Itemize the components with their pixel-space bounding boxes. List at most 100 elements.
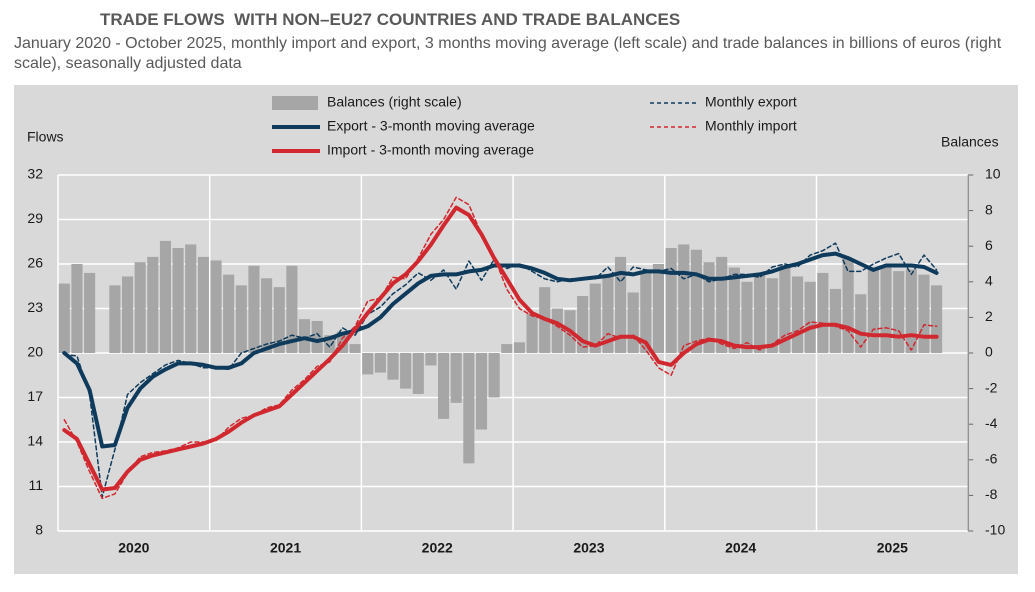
bar [71, 264, 83, 353]
y2-axis-label: Balances [941, 134, 999, 150]
bar [526, 313, 538, 353]
bar [273, 287, 285, 353]
bar [475, 353, 488, 430]
y-tick-label: 11 [28, 477, 43, 493]
y2-tick-label: 10 [985, 166, 1001, 182]
bar [400, 353, 412, 389]
bar [147, 256, 159, 353]
bar [324, 335, 336, 353]
x-tick-label: 2025 [877, 540, 908, 556]
legend-swatch [272, 96, 318, 110]
y-tick-label: 26 [27, 255, 43, 271]
bar [690, 249, 702, 353]
x-tick-label: 2023 [573, 540, 604, 556]
chart-title: TRADE FLOWS WITH NON–EU27 COUNTRIES AND … [100, 10, 681, 29]
legend-label: Monthly import [705, 118, 797, 134]
bar [829, 288, 842, 353]
bar [602, 274, 614, 353]
legend-label: Balances (right scale) [327, 94, 462, 110]
bar [463, 353, 475, 464]
y2-tick-label: 6 [985, 237, 993, 253]
bar [235, 285, 247, 353]
bar [779, 265, 791, 353]
y2-tick-label: -6 [985, 451, 998, 467]
bar [311, 320, 323, 353]
legend-label: Import - 3-month moving average [327, 142, 534, 158]
y2-tick-label: -4 [985, 415, 998, 431]
bar [893, 271, 905, 353]
bar [223, 274, 235, 353]
y-tick-label: 29 [27, 210, 43, 226]
bar [577, 296, 589, 353]
y2-tick-label: 8 [985, 201, 993, 217]
bar [387, 353, 399, 380]
y2-tick-label: -8 [985, 486, 998, 502]
y-axis-label: Flows [27, 129, 64, 145]
bar [501, 344, 513, 353]
bar [867, 269, 879, 353]
bar [918, 274, 930, 353]
y-tick-label: 20 [27, 344, 43, 360]
bar [842, 258, 854, 353]
bar [84, 272, 96, 353]
bar [640, 271, 652, 353]
bar [665, 247, 677, 353]
bar [58, 283, 70, 353]
bar [855, 294, 867, 353]
bar [754, 272, 766, 353]
bar [298, 319, 311, 353]
bar [121, 276, 134, 353]
bar [450, 353, 462, 403]
legend-label: Export - 3-month moving average [327, 118, 535, 134]
bar [880, 267, 892, 353]
x-tick-label: 2020 [118, 540, 149, 556]
y2-tick-label: 4 [985, 273, 993, 289]
bar [614, 256, 627, 353]
bar [248, 265, 260, 353]
bar [425, 353, 437, 366]
bar [703, 262, 715, 353]
bar [817, 272, 829, 353]
bar [286, 265, 298, 353]
bar [172, 247, 184, 353]
bar [197, 256, 209, 353]
bar [210, 260, 222, 353]
bar [488, 353, 500, 398]
y-tick-label: 32 [27, 166, 43, 182]
bar [766, 278, 778, 353]
bar [716, 256, 728, 353]
bar [349, 344, 361, 353]
bar [185, 244, 197, 353]
bar [804, 281, 816, 353]
chart-subtitle: January 2020 - October 2025, monthly imp… [14, 35, 1002, 72]
bar [678, 244, 690, 353]
line [62, 205, 939, 492]
y2-tick-label: 0 [985, 344, 993, 360]
y-tick-label: 17 [27, 388, 43, 404]
bar [109, 285, 121, 353]
bar [627, 292, 639, 353]
bar [412, 353, 424, 394]
y-tick-label: 14 [27, 433, 43, 449]
x-tick-label: 2021 [270, 540, 301, 556]
legend-label: Monthly export [705, 94, 797, 110]
bar [791, 276, 804, 353]
bar [589, 283, 601, 353]
x-tick-label: 2024 [725, 540, 756, 556]
bar [931, 285, 943, 353]
x-tick-label: 2022 [422, 540, 453, 556]
bar [261, 278, 273, 353]
y2-tick-label: -2 [985, 379, 998, 395]
bar [438, 353, 450, 419]
bar [905, 269, 917, 353]
bar [134, 262, 146, 353]
y2-tick-label: -10 [985, 522, 1005, 538]
bar [652, 264, 665, 353]
y2-tick-label: 2 [985, 308, 993, 324]
y-tick-label: 23 [27, 299, 43, 315]
bar [513, 342, 525, 353]
bar [551, 308, 563, 353]
bar [159, 240, 172, 353]
